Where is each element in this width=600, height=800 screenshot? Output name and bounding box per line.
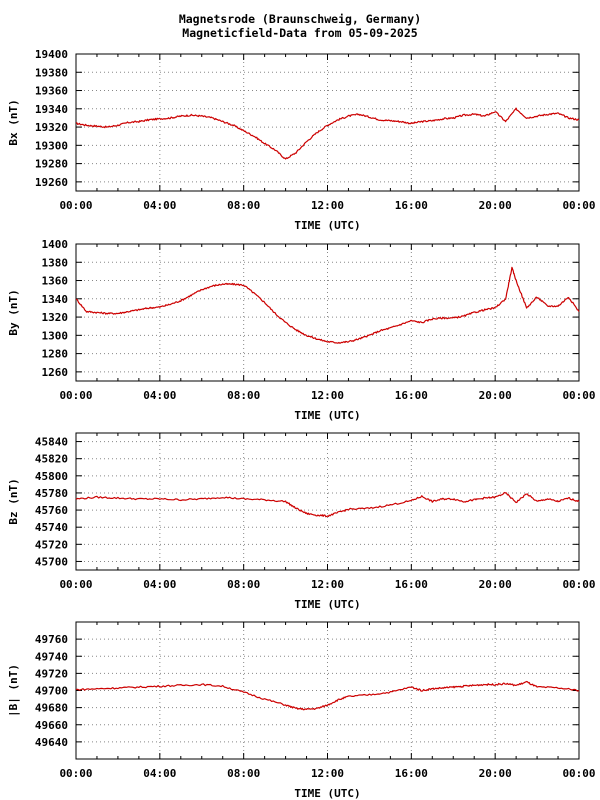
x-tick-label: 16:00: [395, 578, 428, 591]
chart-title-block: Magnetsrode (Braunschweig, Germany) Magn…: [0, 12, 600, 40]
y-tick-label: 19280: [35, 158, 68, 171]
x-tick-label: 16:00: [395, 199, 428, 212]
y-tick-label: 45820: [35, 453, 68, 466]
x-tick-label: 00:00: [59, 389, 92, 402]
y-tick-label: 45700: [35, 555, 68, 568]
x-tick-label: 20:00: [479, 199, 512, 212]
x-tick-label: 08:00: [227, 199, 260, 212]
x-tick-label: 04:00: [143, 767, 176, 780]
y-tick-label: 19340: [35, 103, 68, 116]
x-tick-label: 00:00: [59, 199, 92, 212]
y-tick-label: 45800: [35, 470, 68, 483]
y-tick-label: 1360: [42, 275, 69, 288]
y-axis-label: Bx (nT): [7, 99, 20, 145]
x-tick-label: 12:00: [311, 199, 344, 212]
y-tick-label: 1260: [42, 366, 69, 379]
x-axis-label: TIME (UTC): [294, 219, 360, 232]
y-tick-label: 49680: [35, 702, 68, 715]
x-tick-label: 00:00: [59, 578, 92, 591]
x-tick-label: 08:00: [227, 389, 260, 402]
y-tick-label: 45740: [35, 521, 68, 534]
y-axis-label: Bz (nT): [7, 478, 20, 524]
x-axis-label: TIME (UTC): [294, 409, 360, 422]
y-tick-label: 1320: [42, 311, 69, 324]
x-tick-label: 12:00: [311, 578, 344, 591]
y-tick-label: 49700: [35, 685, 68, 698]
series-line: [75, 266, 580, 344]
x-tick-label: 00:00: [562, 767, 595, 780]
y-tick-label: 1400: [42, 238, 69, 251]
x-tick-label: 08:00: [227, 578, 260, 591]
x-tick-label: 04:00: [143, 389, 176, 402]
y-tick-label: 19380: [35, 66, 68, 79]
y-tick-label: 19320: [35, 121, 68, 134]
x-tick-label: 12:00: [311, 767, 344, 780]
y-tick-label: 45780: [35, 487, 68, 500]
x-tick-label: 20:00: [479, 389, 512, 402]
x-tick-label: 04:00: [143, 199, 176, 212]
y-tick-label: 49760: [35, 633, 68, 646]
y-tick-label: 45760: [35, 504, 68, 517]
y-tick-label: 49640: [35, 736, 68, 749]
y-tick-label: 1280: [42, 348, 69, 361]
x-axis-label: TIME (UTC): [294, 787, 360, 800]
x-tick-label: 12:00: [311, 389, 344, 402]
x-tick-label: 04:00: [143, 578, 176, 591]
series-line: [75, 107, 580, 160]
y-axis-label: By (nT): [7, 289, 20, 335]
y-tick-label: 49740: [35, 650, 68, 663]
plot-frame: [75, 243, 580, 382]
y-tick-label: 45840: [35, 436, 68, 449]
x-tick-label: 00:00: [562, 389, 595, 402]
y-tick-label: 19260: [35, 176, 68, 189]
y-tick-label: 1300: [42, 329, 69, 342]
y-tick-label: 19300: [35, 139, 68, 152]
plot-frame: [75, 53, 580, 192]
x-axis-label: TIME (UTC): [294, 598, 360, 611]
y-tick-label: 19360: [35, 85, 68, 98]
x-tick-label: 08:00: [227, 767, 260, 780]
y-tick-label: 1340: [42, 293, 69, 306]
x-tick-label: 00:00: [562, 199, 595, 212]
y-tick-label: 49720: [35, 667, 68, 680]
x-tick-label: 16:00: [395, 767, 428, 780]
x-tick-label: 20:00: [479, 578, 512, 591]
y-tick-label: 1380: [42, 256, 69, 269]
x-tick-label: 00:00: [562, 578, 595, 591]
y-tick-label: 45720: [35, 538, 68, 551]
y-tick-label: 19400: [35, 48, 68, 61]
x-tick-label: 16:00: [395, 389, 428, 402]
x-tick-label: 20:00: [479, 767, 512, 780]
chart-subtitle: Magneticfield-Data from 05-09-2025: [182, 26, 418, 40]
y-axis-label: |B| (nT): [7, 664, 20, 717]
x-tick-label: 00:00: [59, 767, 92, 780]
series-line: [75, 680, 580, 711]
y-tick-label: 49660: [35, 719, 68, 732]
series-line: [75, 491, 580, 518]
chart-title: Magnetsrode (Braunschweig, Germany): [178, 12, 422, 26]
